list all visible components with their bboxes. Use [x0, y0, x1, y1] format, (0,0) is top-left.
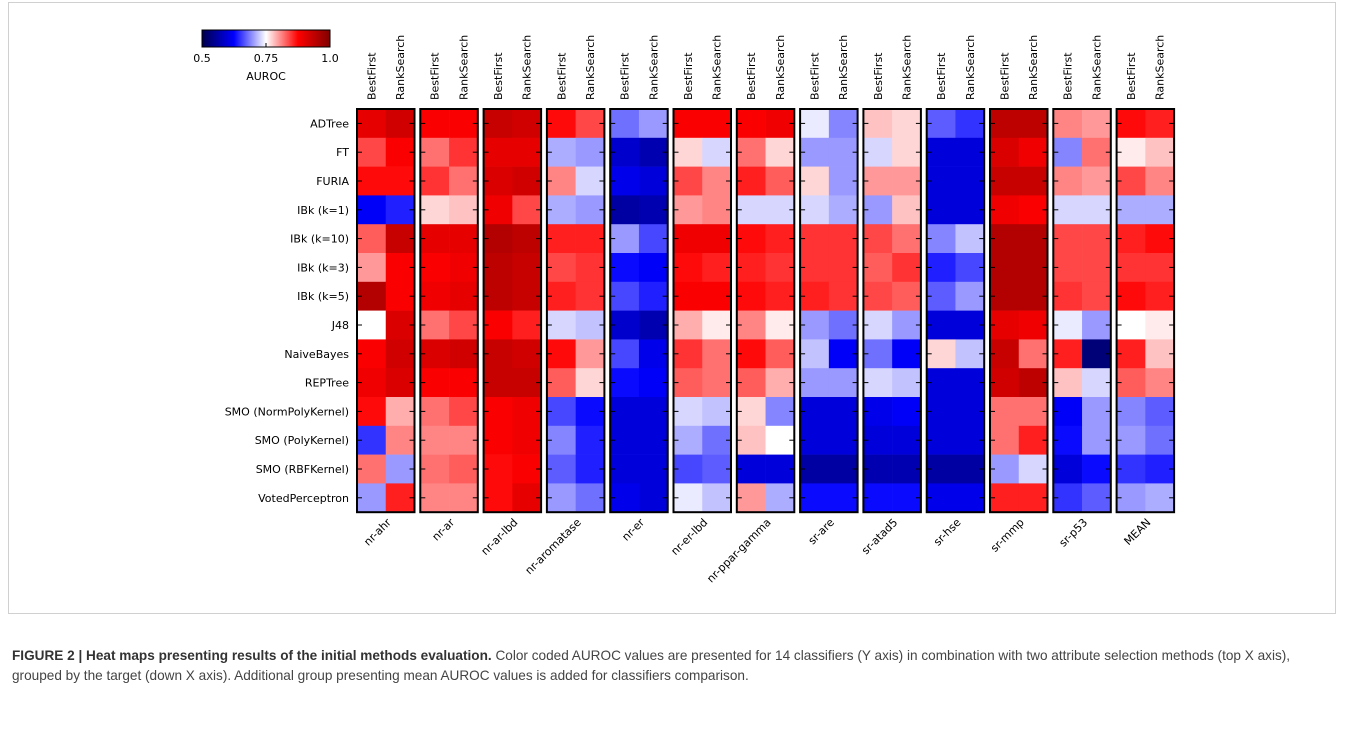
group-frame [862, 108, 922, 514]
row-label: IBk (k=10) [290, 233, 349, 246]
method-label: RankSearch [394, 35, 407, 100]
method-label: BestFirst [429, 52, 442, 100]
row-label: VotedPerceptron [258, 492, 349, 505]
group-frame [609, 108, 669, 514]
row-label: SMO (NormPolyKernel) [225, 405, 349, 418]
row-label: ADTree [310, 117, 349, 130]
group-label: nr-ppar-gamma [704, 516, 773, 585]
group-label: sr-hse [931, 516, 964, 549]
group-label: nr-ahr [361, 516, 394, 549]
group-frame [356, 108, 416, 514]
group-label: nr-ar-lbd [479, 516, 521, 558]
method-label: RankSearch [774, 35, 787, 100]
group-frame [419, 108, 479, 514]
method-label: BestFirst [682, 52, 695, 100]
row-label: SMO (RBFKernel) [256, 463, 349, 476]
group-label: nr-er-lbd [668, 516, 710, 558]
chart: AUROC 0.5 0.75 1.0 ADTree FT FURIA IBk (k=1) IB… [193, 29, 1176, 585]
group-frame [1115, 108, 1176, 514]
method-label: BestFirst [492, 52, 505, 100]
group-frame [799, 108, 859, 514]
group-label: nr-er [619, 516, 647, 544]
group-frame [672, 108, 732, 514]
row-label: NaiveBayes [284, 348, 349, 361]
method-label: RankSearch [1027, 35, 1040, 100]
colorbar-tick-label: 0.75 [254, 52, 279, 65]
group-label: sr-mmp [988, 516, 1027, 555]
method-label: BestFirst [365, 52, 378, 100]
row-label: IBk (k=5) [297, 290, 349, 303]
method-label: RankSearch [584, 35, 597, 100]
group-label: nr-aromatase [523, 516, 584, 577]
method-label: BestFirst [745, 52, 758, 100]
group-frame [482, 108, 543, 514]
method-label: BestFirst [555, 52, 568, 100]
colorbar-tick-label: 0.5 [193, 52, 211, 65]
row-label: SMO (PolyKernel) [255, 434, 349, 447]
group-label: sr-atad5 [859, 516, 900, 557]
figure-frame [8, 2, 1336, 614]
group-label: MEAN [1122, 516, 1154, 548]
method-label: RankSearch [711, 35, 724, 100]
group-frame [989, 108, 1049, 514]
method-label: RankSearch [1090, 35, 1103, 100]
group-label: sr-p53 [1057, 516, 1091, 550]
method-label: RankSearch [837, 35, 850, 100]
method-label: BestFirst [619, 52, 632, 100]
caption-text: Color coded AUROC values are presented f… [12, 648, 1291, 683]
group-frame [1052, 108, 1112, 514]
caption: FIGURE 2 | Heat maps presenting results … [12, 646, 1334, 686]
group-label: sr-are [806, 516, 837, 547]
group-frame [545, 108, 606, 514]
colorbar-tick-label: 1.0 [321, 52, 339, 65]
caption-title: FIGURE 2 | Heat maps presenting results … [12, 648, 492, 663]
method-label: BestFirst [1062, 52, 1075, 100]
method-label: BestFirst [872, 52, 885, 100]
method-label: RankSearch [647, 35, 660, 100]
method-label: RankSearch [1154, 35, 1167, 100]
row-label: IBk (k=3) [297, 261, 349, 274]
colorbar-label: AUROC [246, 70, 286, 83]
group-frame [925, 108, 986, 514]
method-label: BestFirst [935, 52, 948, 100]
method-label: RankSearch [457, 35, 470, 100]
row-label: J48 [331, 319, 349, 332]
row-label: FURIA [316, 175, 349, 188]
method-label: BestFirst [808, 52, 821, 100]
method-label: RankSearch [521, 35, 534, 100]
group-frame [735, 108, 796, 514]
row-label: FT [336, 146, 349, 159]
method-label: BestFirst [998, 52, 1011, 100]
method-label: RankSearch [901, 35, 914, 100]
group-label: nr-ar [430, 516, 458, 544]
row-label: IBk (k=1) [297, 204, 349, 217]
method-label: BestFirst [1125, 52, 1138, 100]
method-label: RankSearch [964, 35, 977, 100]
row-label: REPTree [305, 377, 349, 390]
